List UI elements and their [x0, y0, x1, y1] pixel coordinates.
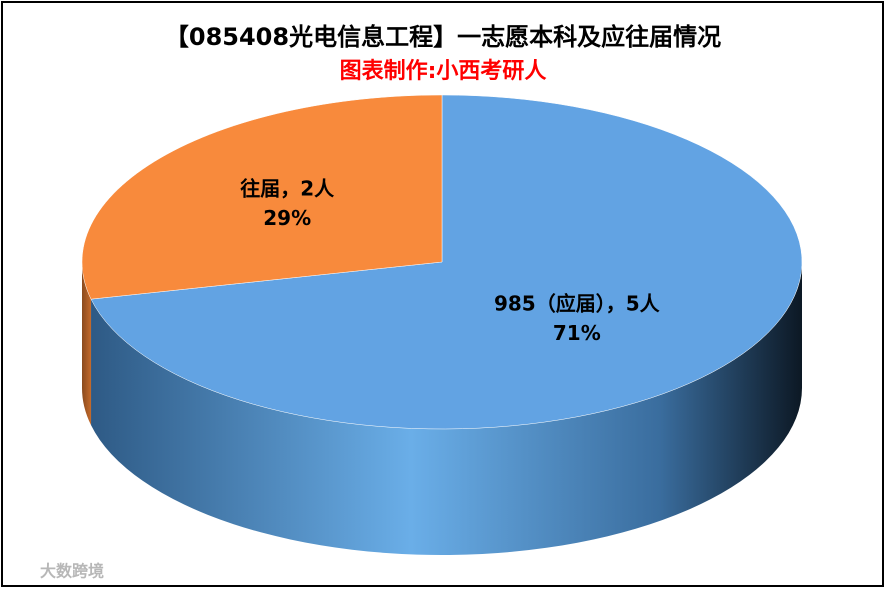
chart-title: 【085408光电信息工程】一志愿本科及应往届情况: [165, 23, 721, 51]
label-part: 2人: [300, 176, 335, 200]
label-part: 985（应届）: [494, 291, 606, 315]
data-label: 985（应届），5人: [494, 291, 661, 315]
percent-label: 29%: [263, 206, 311, 230]
data-label: 往届，2人: [240, 176, 335, 200]
watermark: 大数跨境: [40, 562, 104, 581]
label-part: ，: [280, 176, 300, 200]
slice: [90, 94, 803, 430]
percent-label: 71%: [553, 321, 601, 345]
label-part: 往届: [240, 176, 280, 200]
slice: [81, 94, 443, 300]
slice-side: [82, 262, 92, 426]
label-part: 5人: [626, 291, 661, 315]
chart-subtitle: 图表制作:小西考研人: [340, 59, 547, 84]
slice-side: [91, 262, 803, 555]
label-part: ，: [606, 291, 626, 315]
